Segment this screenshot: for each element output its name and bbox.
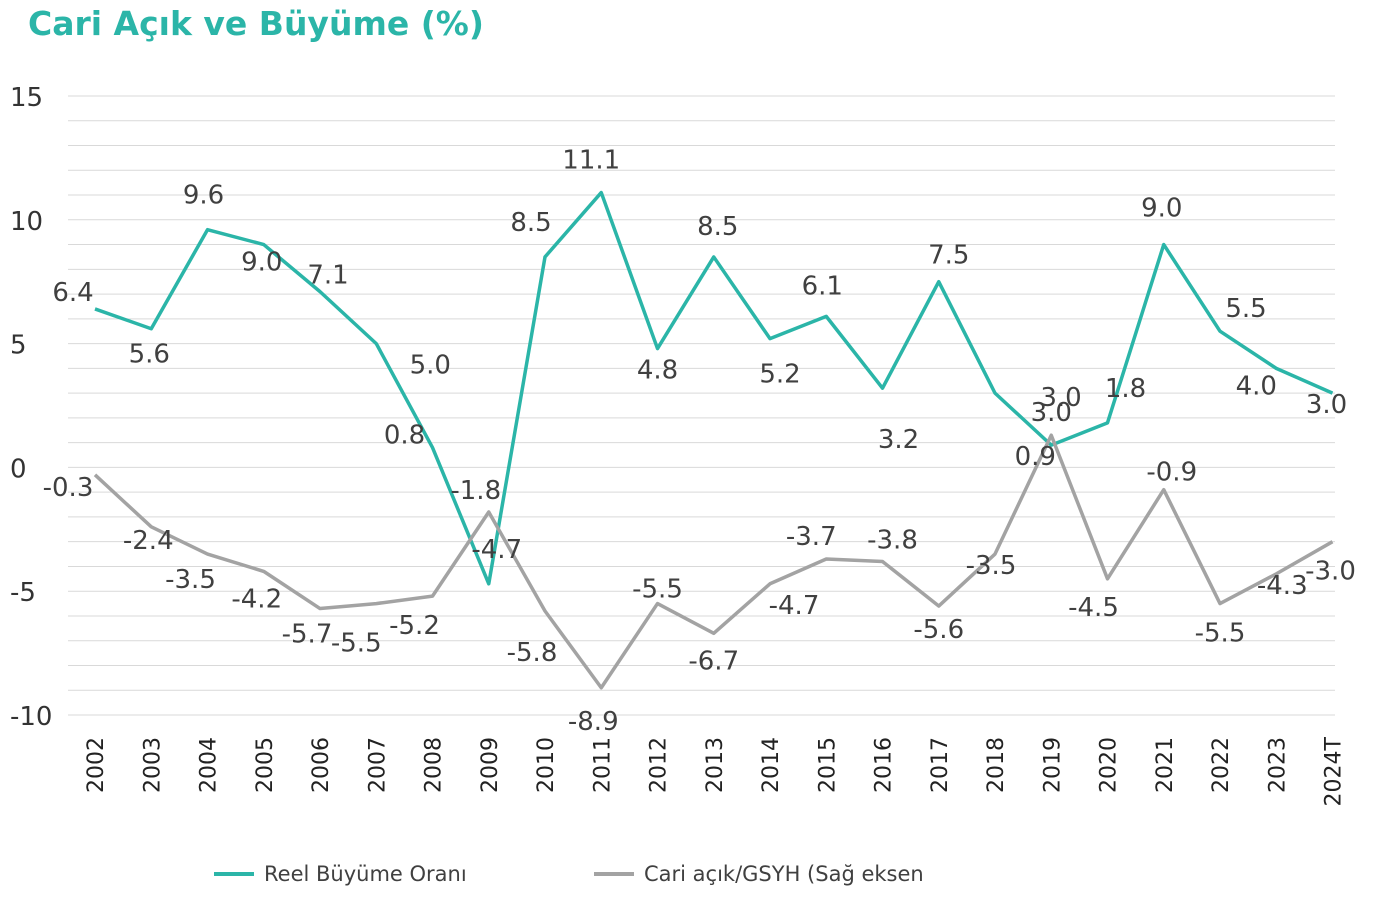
growth-data-label: 8.5 — [697, 212, 738, 242]
growth-data-label: 0.9 — [1015, 442, 1056, 472]
growth-data-label: 4.0 — [1236, 371, 1277, 401]
growth-data-label: 0.8 — [384, 421, 425, 451]
current-account-data-label: -5.5 — [1195, 619, 1246, 649]
x-tick-label: 2008 — [422, 737, 447, 793]
y-tick-label: -5 — [10, 578, 36, 608]
current-account-data-label: -3.7 — [786, 522, 837, 552]
current-account-data-label: -6.7 — [688, 646, 739, 676]
growth-data-label: 9.6 — [183, 181, 224, 211]
growth-data-label: 6.4 — [52, 278, 93, 308]
x-tick-label: 2016 — [872, 737, 897, 793]
y-tick-label: 15 — [10, 83, 43, 113]
x-tick-label: 2013 — [703, 737, 728, 793]
current-account-data-label: -5.6 — [913, 615, 964, 645]
current-account-data-label: -0.9 — [1146, 458, 1197, 488]
growth-data-label: 3.0 — [1306, 390, 1347, 420]
x-tick-label: 2021 — [1153, 737, 1178, 793]
y-tick-label: 5 — [10, 331, 27, 361]
legend-label-current-account: Cari açık/GSYH (Sağ eksen — [644, 862, 924, 886]
legend-label-growth: Reel Büyüme Oranı — [264, 862, 467, 886]
x-tick-label: 2015 — [815, 737, 840, 793]
current-account-data-label: -5.2 — [389, 611, 440, 641]
x-tick-label: 2017 — [928, 737, 953, 793]
grid-lines — [68, 95, 1335, 716]
current-account-data-label: -8.9 — [568, 707, 619, 737]
legend-item-current-account: Cari açık/GSYH (Sağ eksen — [594, 862, 924, 886]
y-tick-label: 10 — [10, 207, 43, 237]
legend-item-growth: Reel Büyüme Oranı — [214, 862, 467, 886]
legend-swatch-current-account — [594, 872, 634, 876]
x-tick-label: 2018 — [984, 737, 1009, 793]
legend-swatch-growth — [214, 872, 254, 876]
current-account-data-label: -2.4 — [123, 526, 174, 556]
y-tick-label: 0 — [10, 454, 27, 484]
current-account-data-label: -4.2 — [231, 584, 282, 614]
x-tick-label: 2002 — [84, 737, 109, 793]
growth-data-label: 7.1 — [307, 261, 348, 291]
x-tick-label: 2005 — [253, 737, 278, 793]
x-tick-label: 2006 — [309, 737, 334, 793]
growth-data-label: 5.2 — [759, 360, 800, 390]
x-tick-label: 2004 — [197, 737, 222, 793]
growth-data-label: 3.0 — [1040, 383, 1081, 413]
x-axis-ticks: 2002 2003 2004 2005 2006 2007 2008 2009 2010 2011… — [84, 736, 1347, 806]
growth-data-label: 11.1 — [562, 146, 620, 176]
data-labels: 6.4 5.6 9.6 9.0 7.1 5.0 0.8 -4.7 8.5 11.1 4.8 8.5 5.… — [43, 146, 1356, 737]
current-account-data-label: -3.5 — [165, 565, 216, 595]
x-tick-label: 2023 — [1265, 737, 1290, 793]
x-tick-label: 2022 — [1209, 737, 1234, 793]
growth-data-label: 9.0 — [1141, 194, 1182, 224]
x-tick-label: 2003 — [140, 737, 165, 793]
growth-line — [94, 190, 1334, 586]
current-account-data-label: -5.7 — [282, 620, 333, 650]
current-account-data-label: -5.8 — [507, 638, 558, 668]
growth-data-label: 4.8 — [637, 356, 678, 386]
growth-data-label: 5.6 — [129, 340, 170, 370]
growth-data-label: 5.0 — [410, 351, 451, 381]
current-account-data-label: -3.5 — [966, 551, 1017, 581]
y-axis-ticks: 15 10 5 0 -5 -10 — [10, 83, 52, 732]
x-tick-label: 2007 — [365, 737, 390, 793]
x-tick-label: 2024T — [1322, 736, 1347, 806]
growth-data-label: 9.0 — [241, 248, 282, 278]
current-account-data-label: -4.5 — [1068, 593, 1119, 623]
x-tick-label: 2012 — [647, 737, 672, 793]
x-tick-label: 2019 — [1040, 737, 1065, 793]
current-account-data-label: -3.8 — [867, 525, 918, 555]
current-account-data-label: -5.5 — [331, 629, 382, 659]
chart-title: Cari Açık ve Büyüme (%) — [28, 4, 484, 43]
growth-data-label: 1.8 — [1105, 374, 1146, 404]
x-tick-label: 2010 — [534, 737, 559, 793]
y-tick-label: -10 — [10, 702, 52, 732]
current-account-data-label: -5.5 — [632, 575, 683, 605]
growth-data-label: 8.5 — [510, 208, 551, 238]
growth-data-label: 3.2 — [878, 425, 919, 455]
growth-data-label: 6.1 — [802, 271, 843, 301]
x-tick-label: 2014 — [759, 737, 784, 793]
current-account-data-label: 3.0 — [1031, 398, 1072, 428]
x-tick-label: 2009 — [478, 737, 503, 793]
current-account-data-label: -4.3 — [1257, 571, 1308, 601]
growth-data-label: 5.5 — [1225, 294, 1266, 324]
x-tick-label: 2020 — [1097, 737, 1122, 793]
growth-data-label: -4.7 — [471, 535, 522, 565]
current-account-data-label: -1.8 — [450, 476, 501, 506]
growth-data-label: 7.5 — [928, 241, 969, 271]
current-account-data-label: -0.3 — [43, 473, 94, 503]
x-tick-label: 2011 — [590, 737, 615, 793]
current-account-line — [93, 433, 1334, 690]
current-account-data-label: -4.7 — [769, 591, 820, 621]
current-account-data-label: -3.0 — [1305, 557, 1356, 587]
series-lines — [93, 190, 1334, 690]
